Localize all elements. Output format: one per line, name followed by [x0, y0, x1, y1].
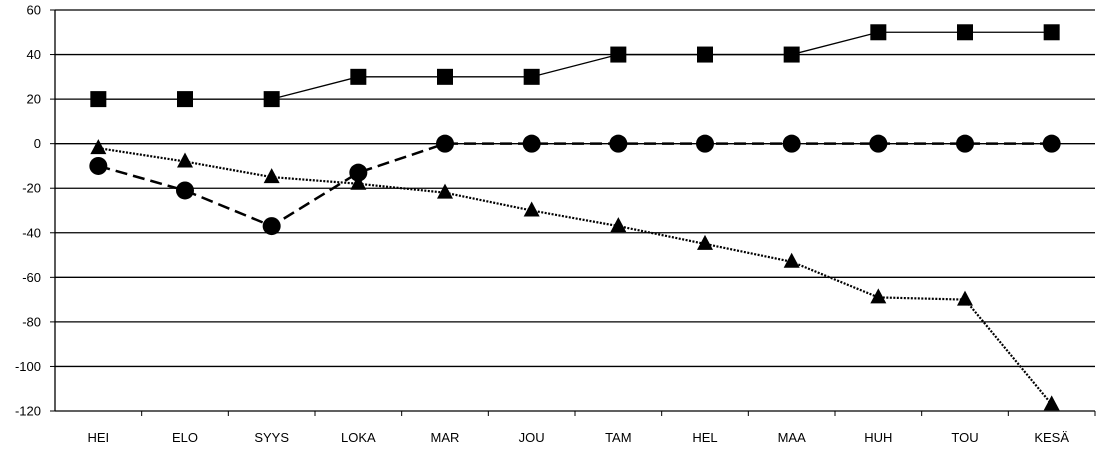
data-point-triangle [177, 152, 193, 168]
y-tick-label: 20 [27, 92, 41, 107]
data-point-triangle [610, 217, 627, 233]
data-point-circle [1042, 134, 1061, 153]
x-tick-label: LOKA [341, 430, 376, 445]
data-point-circle [869, 134, 888, 153]
y-tick-label: -60 [22, 270, 41, 285]
x-tick-label: JOU [519, 430, 545, 445]
x-tick-label: MAA [778, 430, 807, 445]
y-tick-label: -100 [15, 359, 41, 374]
x-tick-label: ELO [172, 430, 198, 445]
data-point-circle [176, 181, 194, 200]
data-point-square [870, 24, 887, 41]
data-point-circle [782, 134, 801, 153]
y-tick-label: -20 [22, 181, 41, 196]
data-point-triangle [437, 183, 453, 199]
data-point-circle [522, 134, 541, 153]
y-tick-label: -40 [22, 225, 41, 240]
x-tick-label: HEL [692, 430, 717, 445]
data-point-triangle [697, 234, 713, 250]
data-point-triangle [957, 290, 973, 306]
data-point-circle [696, 134, 714, 153]
data-point-circle [609, 134, 628, 153]
data-point-square [523, 68, 540, 85]
data-point-square [177, 91, 193, 108]
x-tick-label: TOU [951, 430, 978, 445]
series-line [98, 31, 1052, 100]
data-point-circle [436, 134, 454, 153]
data-point-square [90, 91, 107, 108]
y-tick-label: -80 [22, 314, 41, 329]
x-tick-label: HEI [87, 430, 109, 445]
y-tick-label: 0 [34, 136, 41, 151]
data-point-circle [89, 156, 108, 175]
data-point-circle [956, 134, 974, 153]
tick-labels: 60 40 20 0 -20 -40 -60 -80 -100 -120 HEI ELO SYYS LOK… [15, 3, 1069, 446]
data-point-triangle [350, 174, 367, 190]
data-point-circle [262, 217, 281, 236]
x-tick-label: MAR [431, 430, 460, 445]
series-line [97, 142, 1052, 228]
y-tick-label: -120 [15, 404, 41, 419]
x-tick-label: KESÄ [1034, 430, 1069, 445]
data-point-square [263, 91, 280, 108]
y-tick-label: 40 [27, 47, 41, 62]
data-point-square [783, 46, 800, 63]
series-circle [89, 134, 1061, 236]
data-point-triangle [90, 139, 107, 155]
data-point-triangle [523, 201, 540, 217]
gridlines [55, 9, 1095, 412]
data-point-square [697, 46, 713, 63]
data-point-square [350, 68, 367, 85]
axes [50, 9, 1096, 416]
data-point-square [957, 24, 973, 41]
data-point-square [1043, 24, 1060, 41]
series-line [98, 147, 1053, 406]
series-triangle [90, 139, 1060, 411]
series-square [90, 24, 1060, 108]
x-tick-label: TAM [605, 430, 631, 445]
x-tick-label: SYYS [254, 430, 289, 445]
data-point-circle [349, 163, 368, 182]
data-point-triangle [1043, 395, 1060, 411]
y-tick-label: 60 [27, 3, 41, 18]
series-group [89, 24, 1061, 411]
data-point-square [437, 68, 453, 85]
data-point-triangle [263, 168, 280, 184]
x-tick-label: HUH [864, 430, 892, 445]
data-point-triangle [870, 288, 887, 304]
data-point-triangle [783, 252, 800, 268]
data-point-square [610, 46, 627, 63]
